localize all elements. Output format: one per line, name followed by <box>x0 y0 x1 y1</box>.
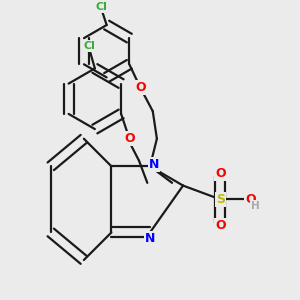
Text: Cl: Cl <box>96 2 108 12</box>
Text: Cl: Cl <box>83 41 95 51</box>
Text: O: O <box>215 167 226 180</box>
Text: O: O <box>124 132 135 145</box>
Text: O: O <box>245 193 256 206</box>
Text: O: O <box>135 81 146 94</box>
Text: H: H <box>251 201 260 211</box>
Text: N: N <box>145 232 155 245</box>
Text: S: S <box>216 193 225 206</box>
Text: O: O <box>215 219 226 232</box>
Text: N: N <box>149 158 159 171</box>
